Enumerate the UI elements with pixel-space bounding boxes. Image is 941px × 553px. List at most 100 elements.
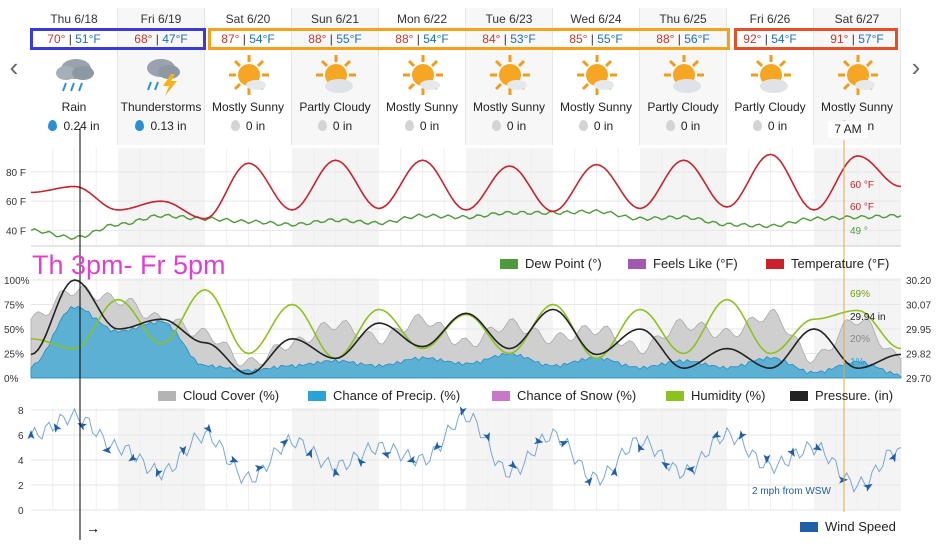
high-temp: 91° xyxy=(830,32,849,46)
precip-amount: 0 in xyxy=(767,119,788,133)
day-card[interactable]: Thu 6/18 70° | 51°F Rain 0.24 in xyxy=(31,8,118,145)
temp-y-tick: 40 F xyxy=(6,226,26,237)
wind-direction-arrow xyxy=(787,447,795,457)
legend-wind-speed[interactable]: Wind Speed xyxy=(800,519,896,534)
low-temp: 47°F xyxy=(162,32,188,46)
pressure-y-tick: 29.82 xyxy=(906,350,931,361)
cloud-readout: 20% xyxy=(850,334,870,345)
wind-y-tick: 0 xyxy=(18,506,24,517)
day-name: Mon 6/22 xyxy=(396,12,448,26)
day-condition: Partly Cloudy xyxy=(734,100,806,114)
pressure-line xyxy=(30,279,902,375)
wind-speed-line xyxy=(30,407,902,493)
legend-cloud-cover[interactable]: Cloud Cover (%) xyxy=(158,388,279,403)
precip-amount: 0.24 in xyxy=(63,119,100,133)
low-temp: 55°F xyxy=(597,32,623,46)
wind-direction-arrow xyxy=(584,477,593,487)
high-temp: 88° xyxy=(308,32,327,46)
wind-direction-arrow xyxy=(254,464,265,472)
precip-amount: 0.13 in xyxy=(150,119,187,133)
temp-y-tick: 60 F xyxy=(6,197,26,208)
day-card[interactable]: Fri 6/26 92° | 54°F Partly Cloudy 0 in xyxy=(727,8,814,145)
precip-amount: 0 in xyxy=(245,119,266,133)
day-condition: Mostly Sunny xyxy=(820,100,894,114)
wind-direction-arrow xyxy=(53,423,62,433)
legend-snow-chance-label: Chance of Snow (%) xyxy=(517,388,637,403)
previous-days-button[interactable]: ‹ xyxy=(9,52,19,82)
legend-pressure[interactable]: Pressure. (in) xyxy=(790,388,893,403)
hot-days-highlight xyxy=(734,28,898,50)
wind-y-tick: 2 xyxy=(18,481,24,492)
raindrop-icon xyxy=(48,120,58,131)
wind-direction-arrow xyxy=(128,453,138,462)
precip-chance-area xyxy=(30,305,902,379)
raindrop-icon xyxy=(752,120,762,131)
wind-direction-arrow xyxy=(459,406,467,416)
day-precip: 0.13 in xyxy=(118,119,204,133)
wind-direction-arrow xyxy=(863,483,873,492)
wind-direction-arrow xyxy=(102,446,112,454)
day-temperatures: 88° | 56°F xyxy=(656,32,710,46)
feels-like-readout: 60 °F xyxy=(850,180,874,191)
day-condition: Partly Cloudy xyxy=(299,100,371,114)
next-days-button[interactable]: › xyxy=(911,52,921,82)
warm-days-highlight xyxy=(208,28,730,50)
day-card[interactable]: Mon 6/22 88° | 54°F Mostly Sunny 0 in xyxy=(379,8,466,145)
partly-cloudy-icon xyxy=(313,52,359,98)
wind-y-tick: 8 xyxy=(18,406,24,417)
raindrop-icon xyxy=(230,120,240,131)
day-card[interactable]: Wed 6/24 85° | 55°F Mostly Sunny 0 in xyxy=(553,8,640,145)
day-condition: Mostly Sunny xyxy=(472,100,546,114)
mostly-sunny-icon xyxy=(487,52,533,98)
day-temperatures: 85° | 55°F xyxy=(569,32,623,46)
low-temp: 56°F xyxy=(684,32,710,46)
legend-temperature-label: Temperature (°F) xyxy=(791,256,890,271)
wind-direction-arrow xyxy=(433,441,443,451)
legend-wind-speed-label: Wind Speed xyxy=(825,519,896,534)
wind-direction-arrow xyxy=(77,423,87,431)
wind-direction-arrow xyxy=(305,448,313,459)
wind-direction-arrow xyxy=(838,476,848,484)
legend-temperature[interactable]: Temperature (°F) xyxy=(766,256,889,271)
temperature-readout: 60 °F xyxy=(850,202,874,213)
mostly-sunny-icon xyxy=(574,52,620,98)
wind-direction-arrow xyxy=(763,454,771,464)
partly-cloudy-icon xyxy=(661,52,707,98)
day-condition: Thunderstorms xyxy=(120,100,202,114)
day-temperatures: 91° | 57°F xyxy=(830,32,884,46)
day-name: Thu 6/25 xyxy=(659,12,707,26)
wind-direction-arrow xyxy=(533,437,544,445)
day-name: Tue 6/23 xyxy=(485,12,533,26)
legend-feels-like[interactable]: Feels Like (°F) xyxy=(628,256,738,271)
legend-precip-chance-label: Chance of Precip. (%) xyxy=(333,388,461,403)
legend-dew-point[interactable]: Dew Point (°) xyxy=(500,256,602,271)
wind-direction-arrow xyxy=(332,467,340,478)
raindrop-icon xyxy=(135,120,145,131)
legend-dew-point-label: Dew Point (°) xyxy=(525,256,602,271)
pressure-y-tick: 29.95 xyxy=(906,325,931,336)
pressure-y-tick: 30.20 xyxy=(906,276,931,287)
wind-direction-arrow xyxy=(711,430,722,438)
wind-direction-arrow xyxy=(381,452,392,459)
legend-feels-like-label: Feels Like (°F) xyxy=(653,256,738,271)
legend-pressure-label: Pressure. (in) xyxy=(815,388,894,403)
day-temperatures: 92° | 54°F xyxy=(743,32,797,46)
day-temperatures: 68° | 47°F xyxy=(134,32,188,46)
legend-precip-chance[interactable]: Chance of Precip. (%) xyxy=(308,388,460,403)
pressure-readout: 29.94 in xyxy=(850,312,886,323)
day-precip: 0 in xyxy=(727,119,813,133)
wind-readout: 2 mph from WSW xyxy=(752,486,831,497)
precip-readout: 1% xyxy=(850,357,865,368)
legend-snow-chance[interactable]: Chance of Snow (%) xyxy=(492,388,636,403)
cursor-time-label: 7 AM xyxy=(828,121,868,138)
raindrop-icon xyxy=(404,120,414,131)
wind-direction-arrow xyxy=(155,467,163,478)
wind-direction-arrow xyxy=(27,430,35,439)
day-temperatures: 88° | 54°F xyxy=(395,32,449,46)
dew-point-line xyxy=(30,208,902,240)
day-card[interactable]: Sat 6/20 87° | 54°F Mostly Sunny 0 in xyxy=(205,8,292,145)
legend-humidity[interactable]: Humidity (%) xyxy=(666,388,765,403)
dew-point-readout: 49 ° xyxy=(850,226,868,237)
wind-direction-arrow xyxy=(357,458,367,468)
